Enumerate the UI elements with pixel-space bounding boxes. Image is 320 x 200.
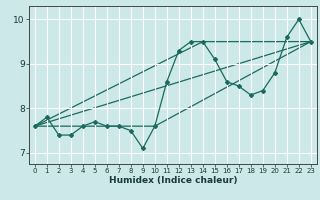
- X-axis label: Humidex (Indice chaleur): Humidex (Indice chaleur): [108, 176, 237, 185]
